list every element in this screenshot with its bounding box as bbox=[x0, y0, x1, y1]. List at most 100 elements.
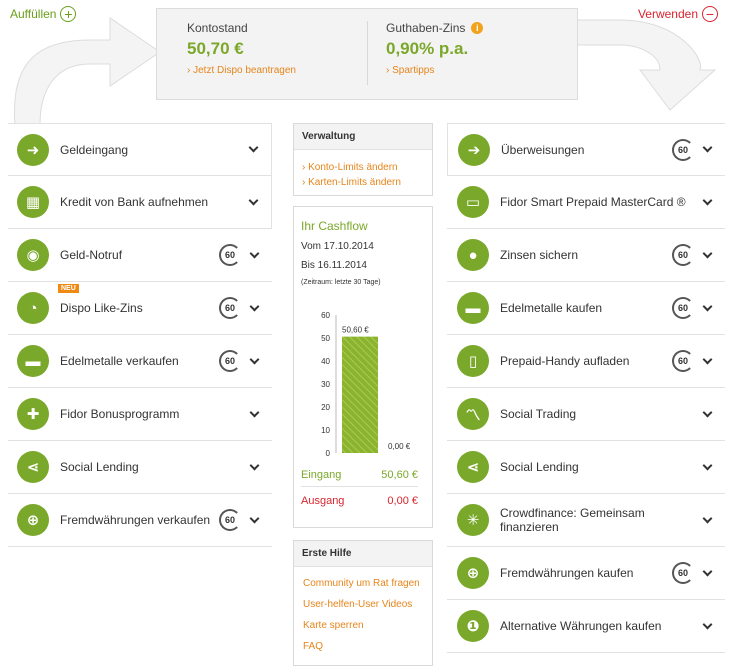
sixty-seconds-badge-icon: 60 bbox=[672, 244, 694, 266]
sixty-seconds-badge-icon: 60 bbox=[672, 138, 694, 161]
action-row[interactable]: ⊕ Fremdwährungen verkaufen 60 bbox=[8, 494, 272, 547]
faq-link[interactable]: FAQ bbox=[303, 641, 324, 652]
chevron-down-icon[interactable] bbox=[248, 195, 259, 205]
action-label: Alternative Währungen kaufen bbox=[500, 619, 662, 633]
action-row[interactable]: ✳ Crowdfinance: Gemeinsam finanzieren bbox=[447, 494, 725, 547]
action-row[interactable]: ◉ Geld-Notruf 60 bbox=[8, 229, 272, 282]
interest-section: Guthaben-Zins i 0,90% p.a. › Spartipps bbox=[367, 21, 577, 85]
chevron-down-icon[interactable] bbox=[702, 460, 713, 470]
alarm-icon: ◉ bbox=[17, 239, 49, 271]
chevron-down-icon[interactable] bbox=[249, 460, 260, 470]
action-label: Fremdwährungen kaufen bbox=[500, 566, 634, 580]
action-row[interactable]: ▬ Edelmetalle verkaufen 60 bbox=[8, 335, 272, 388]
action-row[interactable]: 〽 Social Trading bbox=[447, 388, 725, 441]
first-aid-panel: Erste Hilfe Community um Rat fragen User… bbox=[293, 540, 433, 666]
chevron-down-icon[interactable] bbox=[248, 142, 259, 153]
gift-icon: ✚ bbox=[17, 398, 49, 430]
chevron-down-icon[interactable] bbox=[702, 354, 713, 364]
share-icon: ⋖ bbox=[17, 451, 49, 483]
action-row[interactable]: ▭ Fidor Smart Prepaid MasterCard ® bbox=[447, 176, 725, 229]
sixty-seconds-badge-icon: 60 bbox=[219, 244, 241, 266]
speedometer-icon: ◔ bbox=[17, 292, 49, 324]
incoming-row: Eingang 50,60 € bbox=[301, 469, 418, 487]
action-row[interactable]: ✚ Fidor Bonusprogramm bbox=[8, 388, 272, 441]
chevron-down-icon[interactable] bbox=[249, 513, 260, 523]
chevron-down-icon[interactable] bbox=[249, 354, 260, 364]
action-row[interactable]: ◔ NEU Dispo Like-Zins 60 bbox=[8, 282, 272, 335]
y-tick-label: 20 bbox=[321, 403, 330, 412]
action-row[interactable]: ❶ Alternative Währungen kaufen bbox=[447, 600, 725, 653]
chevron-down-icon[interactable] bbox=[249, 301, 260, 311]
outgoing-label: Ausgang bbox=[301, 495, 345, 507]
videos-link[interactable]: User-helfen-User Videos bbox=[303, 599, 413, 610]
action-row[interactable]: ● Zinsen sichern 60 bbox=[447, 229, 725, 282]
incoming-value: 50,60 € bbox=[381, 469, 418, 481]
community-link[interactable]: Community um Rat fragen bbox=[303, 578, 420, 589]
action-label: Edelmetalle verkaufen bbox=[60, 354, 179, 368]
calculator-icon: ▦ bbox=[17, 186, 49, 218]
spend-button[interactable]: Verwenden − bbox=[638, 6, 718, 22]
gold-bars-icon: ▬ bbox=[17, 345, 49, 377]
interest-label: Guthaben-Zins bbox=[386, 21, 466, 35]
action-label: Dispo Like-Zins bbox=[60, 301, 143, 315]
flow-arrow-decoration bbox=[13, 17, 717, 126]
action-row[interactable]: ➜ Geldeingang bbox=[8, 123, 272, 176]
action-row[interactable]: ⋖ Social Lending bbox=[447, 441, 725, 494]
card-icon: ▭ bbox=[457, 186, 489, 218]
action-row[interactable]: ▬ Edelmetalle kaufen 60 bbox=[447, 282, 725, 335]
y-tick-label: 0 bbox=[326, 449, 331, 458]
action-row[interactable]: ⊕ Fremdwährungen kaufen 60 bbox=[447, 547, 725, 600]
saving-tips-link[interactable]: › Spartipps bbox=[386, 65, 435, 76]
piggy-bank-icon: ● bbox=[457, 239, 489, 271]
action-label: Prepaid-Handy aufladen bbox=[500, 354, 630, 368]
share-icon: ⋖ bbox=[457, 451, 489, 483]
cashflow-panel: Ihr Cashflow Vom 17.10.2014 Bis 16.11.20… bbox=[293, 206, 433, 528]
account-limits-link[interactable]: › Konto-Limits ändern bbox=[302, 162, 398, 173]
action-label: Kredit von Bank aufnehmen bbox=[60, 195, 209, 209]
network-icon: ✳ bbox=[457, 504, 489, 536]
block-card-link[interactable]: Karte sperren bbox=[303, 620, 364, 631]
action-label: Geldeingang bbox=[60, 142, 129, 157]
action-label: Überweisungen bbox=[501, 142, 585, 157]
plus-icon: + bbox=[60, 6, 77, 22]
chevron-down-icon[interactable] bbox=[702, 566, 713, 576]
cashflow-title: Ihr Cashflow bbox=[301, 219, 368, 233]
action-row[interactable]: ▯ Prepaid-Handy aufladen 60 bbox=[447, 335, 725, 388]
chevron-down-icon[interactable] bbox=[702, 513, 713, 523]
action-row[interactable]: ➔ Überweisungen 60 bbox=[447, 123, 725, 176]
balance-section: Kontostand 50,70 € › Jetzt Dispo beantra… bbox=[157, 9, 367, 99]
cashflow-range: (Zeitraum: letzte 30 Tage) bbox=[301, 279, 381, 286]
incoming-label: Eingang bbox=[301, 469, 342, 481]
y-tick-label: 40 bbox=[321, 357, 330, 366]
sixty-seconds-badge-icon: 60 bbox=[672, 562, 694, 584]
action-label: Edelmetalle kaufen bbox=[500, 301, 603, 315]
action-label: Zinsen sichern bbox=[500, 248, 579, 262]
spend-label: Verwenden bbox=[637, 7, 698, 21]
chevron-down-icon[interactable] bbox=[702, 195, 713, 205]
apply-overdraft-link[interactable]: › Jetzt Dispo beantragen bbox=[187, 65, 296, 76]
sixty-seconds-badge-icon: 60 bbox=[219, 297, 241, 319]
chevron-down-icon[interactable] bbox=[702, 301, 713, 311]
action-label: Social Trading bbox=[500, 407, 577, 421]
info-icon[interactable]: i bbox=[471, 22, 484, 34]
action-row[interactable]: ⋖ Social Lending bbox=[8, 441, 272, 494]
chevron-down-icon[interactable] bbox=[249, 407, 260, 417]
card-limits-link[interactable]: › Karten-Limits ändern bbox=[302, 177, 401, 188]
chart-icon: 〽 bbox=[457, 398, 489, 430]
y-tick-label: 30 bbox=[321, 380, 330, 389]
chevron-down-icon[interactable] bbox=[702, 248, 713, 258]
sixty-seconds-badge-icon: 60 bbox=[672, 350, 694, 372]
incoming-arrow-icon: ➜ bbox=[17, 133, 49, 166]
y-tick-label: 50 bbox=[321, 334, 330, 343]
chevron-down-icon[interactable] bbox=[249, 248, 260, 258]
y-tick-label: 60 bbox=[321, 311, 330, 320]
chevron-down-icon[interactable] bbox=[702, 407, 713, 417]
coin-icon: ❶ bbox=[457, 610, 489, 642]
chevron-down-icon[interactable] bbox=[702, 619, 713, 629]
balance-label: Kontostand bbox=[187, 21, 248, 35]
chevron-down-icon[interactable] bbox=[702, 142, 713, 153]
action-row[interactable]: ▦ Kredit von Bank aufnehmen bbox=[8, 176, 272, 229]
top-up-button[interactable]: Auffüllen + bbox=[10, 6, 77, 22]
cashflow-to: Bis 16.11.2014 bbox=[301, 260, 367, 271]
new-tag: NEU bbox=[58, 284, 79, 293]
